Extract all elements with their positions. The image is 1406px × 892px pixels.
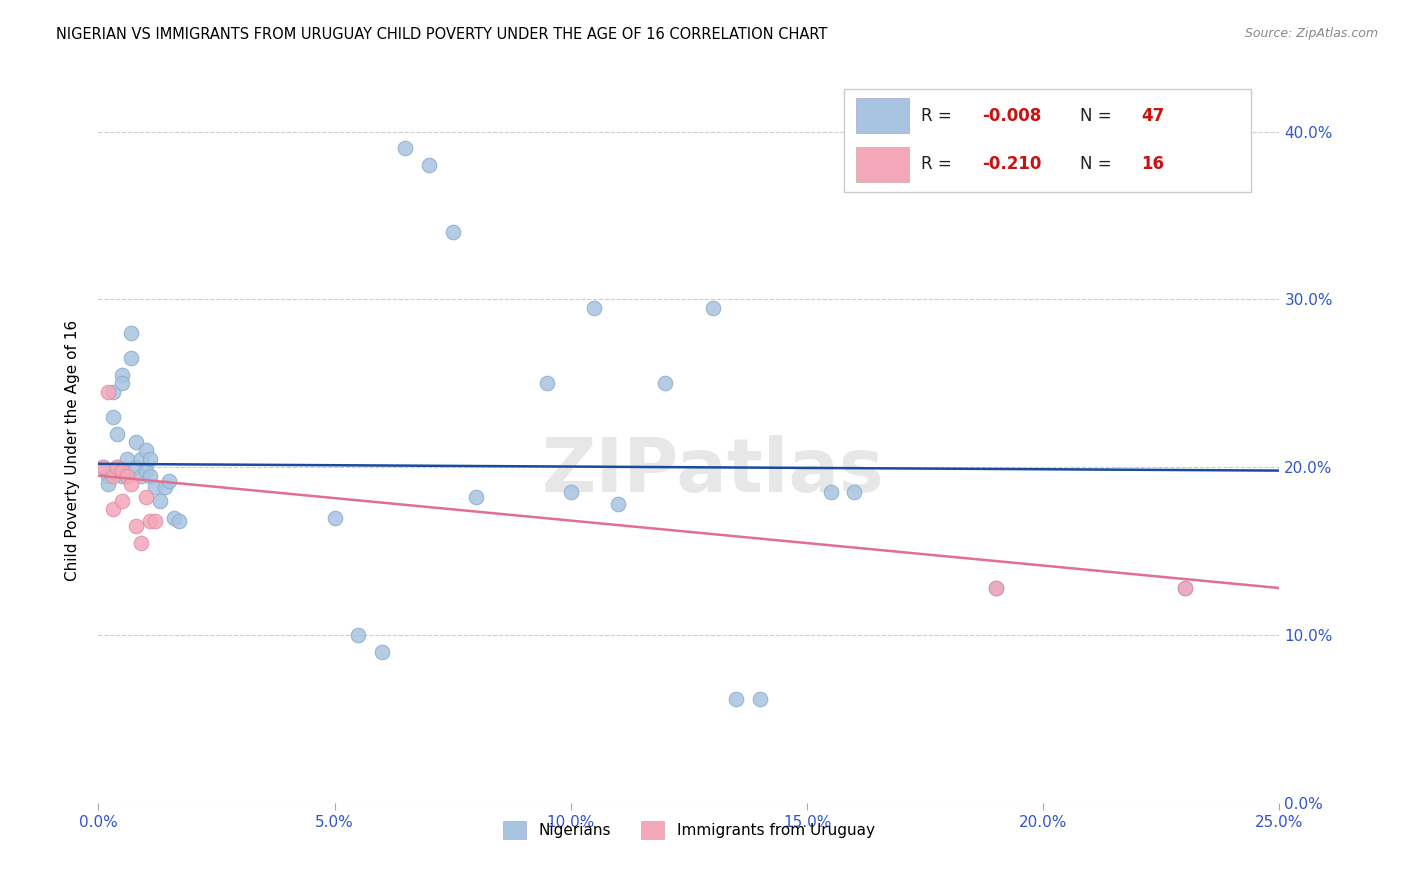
Text: -0.008: -0.008 xyxy=(983,107,1042,125)
Point xyxy=(143,480,166,494)
Point xyxy=(105,460,128,475)
Point xyxy=(143,514,166,528)
Point xyxy=(125,460,148,475)
Point xyxy=(135,464,157,478)
Point xyxy=(984,581,1007,595)
FancyBboxPatch shape xyxy=(844,89,1251,192)
Text: Source: ZipAtlas.com: Source: ZipAtlas.com xyxy=(1244,27,1378,40)
Point xyxy=(115,468,138,483)
Point xyxy=(725,691,748,706)
Point xyxy=(121,326,143,340)
Point xyxy=(129,468,152,483)
Y-axis label: Child Poverty Under the Age of 16: Child Poverty Under the Age of 16 xyxy=(65,320,80,581)
Point xyxy=(115,468,138,483)
Text: N =: N = xyxy=(1080,155,1116,173)
Point xyxy=(111,464,134,478)
FancyBboxPatch shape xyxy=(856,98,908,133)
Text: 47: 47 xyxy=(1142,107,1164,125)
Point xyxy=(105,426,128,441)
Point xyxy=(323,510,346,524)
Point xyxy=(347,628,370,642)
Point xyxy=(153,480,176,494)
Point xyxy=(418,158,440,172)
Point xyxy=(844,485,866,500)
Point xyxy=(129,451,152,466)
Legend: Nigerians, Immigrants from Uruguay: Nigerians, Immigrants from Uruguay xyxy=(491,808,887,852)
Point xyxy=(394,141,416,155)
Text: R =: R = xyxy=(921,107,957,125)
Point xyxy=(115,451,138,466)
Point xyxy=(702,301,724,315)
Point xyxy=(1174,581,1197,595)
Point xyxy=(97,477,120,491)
Point xyxy=(371,645,394,659)
Text: N =: N = xyxy=(1080,107,1116,125)
FancyBboxPatch shape xyxy=(856,146,908,181)
Point xyxy=(157,474,180,488)
Point xyxy=(111,493,134,508)
Point xyxy=(91,460,114,475)
Point xyxy=(139,514,162,528)
Text: NIGERIAN VS IMMIGRANTS FROM URUGUAY CHILD POVERTY UNDER THE AGE OF 16 CORRELATIO: NIGERIAN VS IMMIGRANTS FROM URUGUAY CHIL… xyxy=(56,27,828,42)
Point xyxy=(139,468,162,483)
Text: 16: 16 xyxy=(1142,155,1164,173)
Point xyxy=(465,491,488,505)
Point xyxy=(560,485,582,500)
Point xyxy=(163,510,186,524)
Text: -0.210: -0.210 xyxy=(983,155,1042,173)
Point xyxy=(125,519,148,533)
Point xyxy=(111,368,134,382)
Point xyxy=(111,468,134,483)
Point xyxy=(91,460,114,475)
Point xyxy=(139,451,162,466)
Text: R =: R = xyxy=(921,155,957,173)
Point xyxy=(97,384,120,399)
Point xyxy=(125,435,148,450)
Point xyxy=(748,691,770,706)
Point xyxy=(441,225,464,239)
Text: ZIPatlas: ZIPatlas xyxy=(541,435,884,508)
Point xyxy=(654,376,676,391)
Point xyxy=(105,460,128,475)
Point xyxy=(111,376,134,391)
Point xyxy=(121,351,143,366)
Point xyxy=(149,493,172,508)
Point xyxy=(97,468,120,483)
Point xyxy=(121,477,143,491)
Point xyxy=(1174,581,1197,595)
Point xyxy=(820,485,842,500)
Point xyxy=(129,535,152,549)
Point xyxy=(101,468,124,483)
Point xyxy=(536,376,558,391)
Point xyxy=(135,491,157,505)
Point xyxy=(583,301,606,315)
Point xyxy=(984,581,1007,595)
Point xyxy=(101,502,124,516)
Point xyxy=(607,497,630,511)
Point xyxy=(135,443,157,458)
Point xyxy=(101,409,124,424)
Point xyxy=(101,384,124,399)
Point xyxy=(167,514,190,528)
